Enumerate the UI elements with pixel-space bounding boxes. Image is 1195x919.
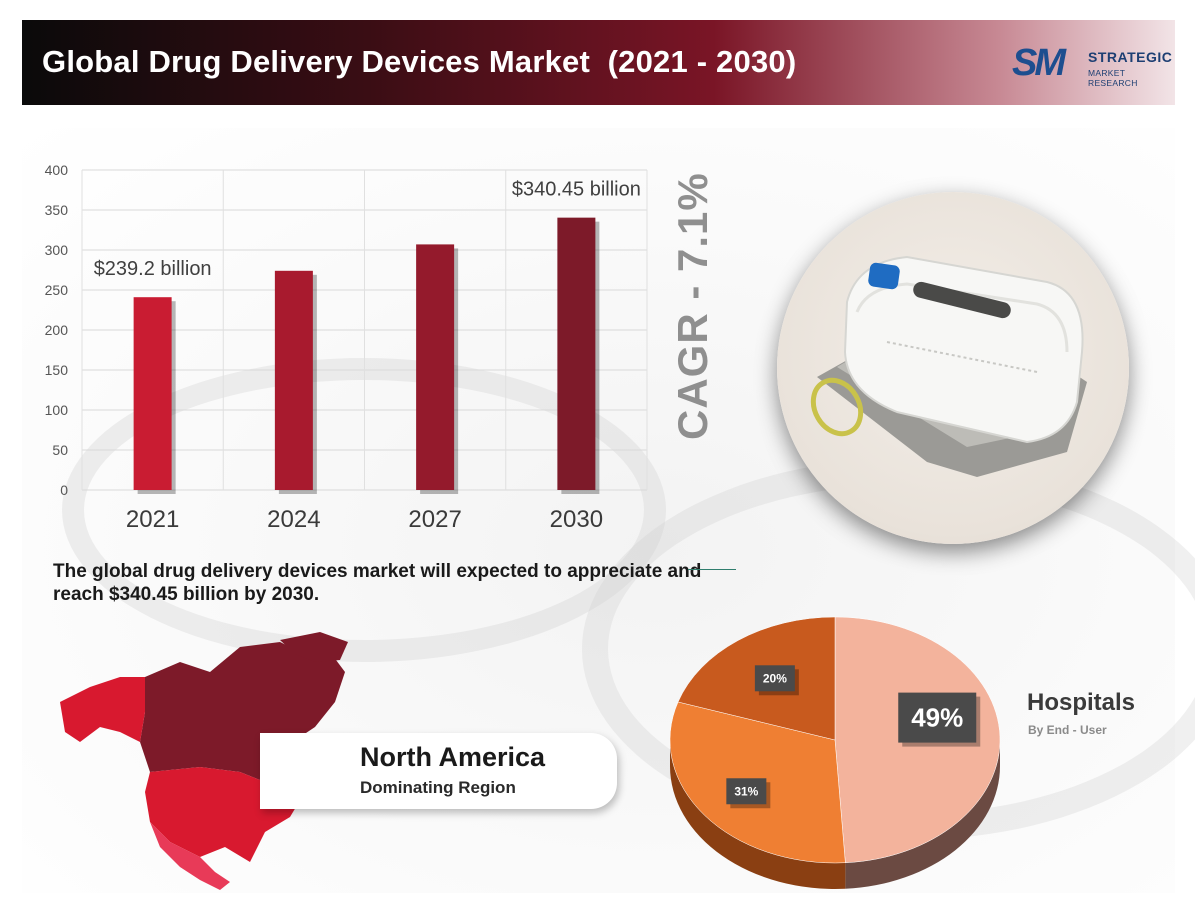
- company-logo: SM STRATEGIC MARKET RESEARCH: [1012, 42, 1172, 88]
- y-tick-label: 400: [45, 162, 69, 178]
- logo-mark: SM: [1012, 42, 1066, 84]
- y-tick-label: 100: [45, 402, 69, 418]
- logo-name: STRATEGIC: [1088, 49, 1173, 65]
- data-annotation: $340.45 billion: [512, 179, 641, 201]
- pie-label-box: [898, 692, 977, 743]
- y-tick-label: 0: [60, 482, 68, 498]
- pie-label: 31%: [734, 784, 758, 798]
- x-tick-label: 2027: [408, 506, 461, 533]
- pie-label: 49%: [911, 703, 963, 733]
- pie-label-box: [754, 665, 795, 692]
- pie-slice-side: [845, 740, 1000, 889]
- header-banner: Global Drug Delivery Devices Market (202…: [22, 20, 1175, 105]
- segment-subtitle: By End - User: [1028, 723, 1107, 737]
- bar: [557, 217, 596, 490]
- drug-delivery-device-photo: [777, 192, 1129, 544]
- x-tick-label: 2024: [267, 506, 320, 533]
- region-name: North America: [360, 742, 546, 772]
- bar-chart: 0 50 100 150 200 250 300 350 400 2021 2024 2027 2030…: [45, 162, 648, 533]
- bar: [416, 244, 455, 490]
- bar: [274, 270, 313, 490]
- description-connector-line: [688, 569, 736, 570]
- x-tick-label: 2030: [550, 506, 603, 533]
- market-description: The global drug delivery devices market …: [53, 561, 702, 605]
- pie-label: 20%: [763, 671, 787, 685]
- chart-labels: 0 50 100 150 200 250 300 350 400 2021 2024 2027 2030…: [45, 162, 641, 533]
- pie-depth: [670, 740, 1000, 889]
- y-tick-label: 200: [45, 322, 69, 338]
- y-tick-label: 250: [45, 282, 69, 298]
- data-annotation: $239.2 billion: [94, 258, 212, 280]
- y-tick-label: 150: [45, 362, 69, 378]
- pie-chart: 49% 31% 20%: [669, 616, 1001, 889]
- pie-labels: 49% 31% 20%: [726, 665, 981, 809]
- y-tick-label: 50: [52, 442, 68, 458]
- bar: [133, 297, 172, 490]
- segment-title: Hospitals: [1027, 689, 1136, 716]
- x-tick-label: 2021: [126, 506, 179, 533]
- region-card: North America Dominating Region: [260, 733, 617, 809]
- logo-subtitle: MARKET RESEARCH: [1088, 68, 1138, 88]
- y-tick-label: 300: [45, 242, 69, 258]
- chart-bars: [133, 217, 600, 494]
- region-subtitle: Dominating Region: [360, 778, 516, 797]
- y-tick-label: 350: [45, 202, 69, 218]
- cagr-label: CAGR - 7.1%: [669, 172, 716, 440]
- chart-grid: [81, 169, 648, 491]
- pie-label-box: [726, 778, 767, 805]
- map-mexico: [150, 822, 230, 890]
- map-alaska: [60, 677, 145, 742]
- pie-slice-side: [670, 740, 846, 889]
- page-title: Global Drug Delivery Devices Market (202…: [42, 44, 797, 79]
- map-greenland: [280, 632, 348, 662]
